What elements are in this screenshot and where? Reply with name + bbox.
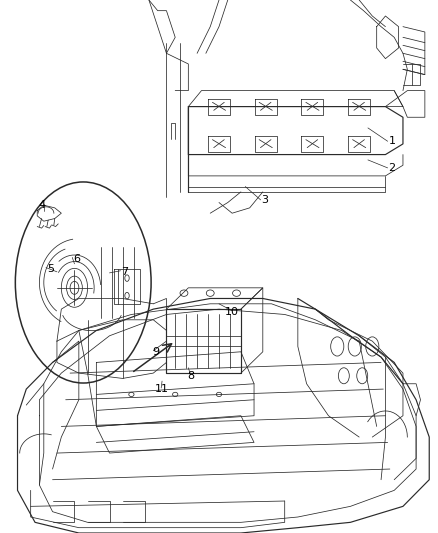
Text: 7: 7 [121,267,128,277]
Text: 10: 10 [225,307,239,317]
Text: 8: 8 [187,371,194,381]
Text: 1: 1 [389,136,396,146]
Text: 9: 9 [152,347,159,357]
Text: 11: 11 [155,384,169,394]
Text: 4: 4 [38,200,45,210]
Text: 2: 2 [389,163,396,173]
Text: 3: 3 [261,195,268,205]
Text: 5: 5 [47,264,54,274]
Text: 6: 6 [73,254,80,263]
